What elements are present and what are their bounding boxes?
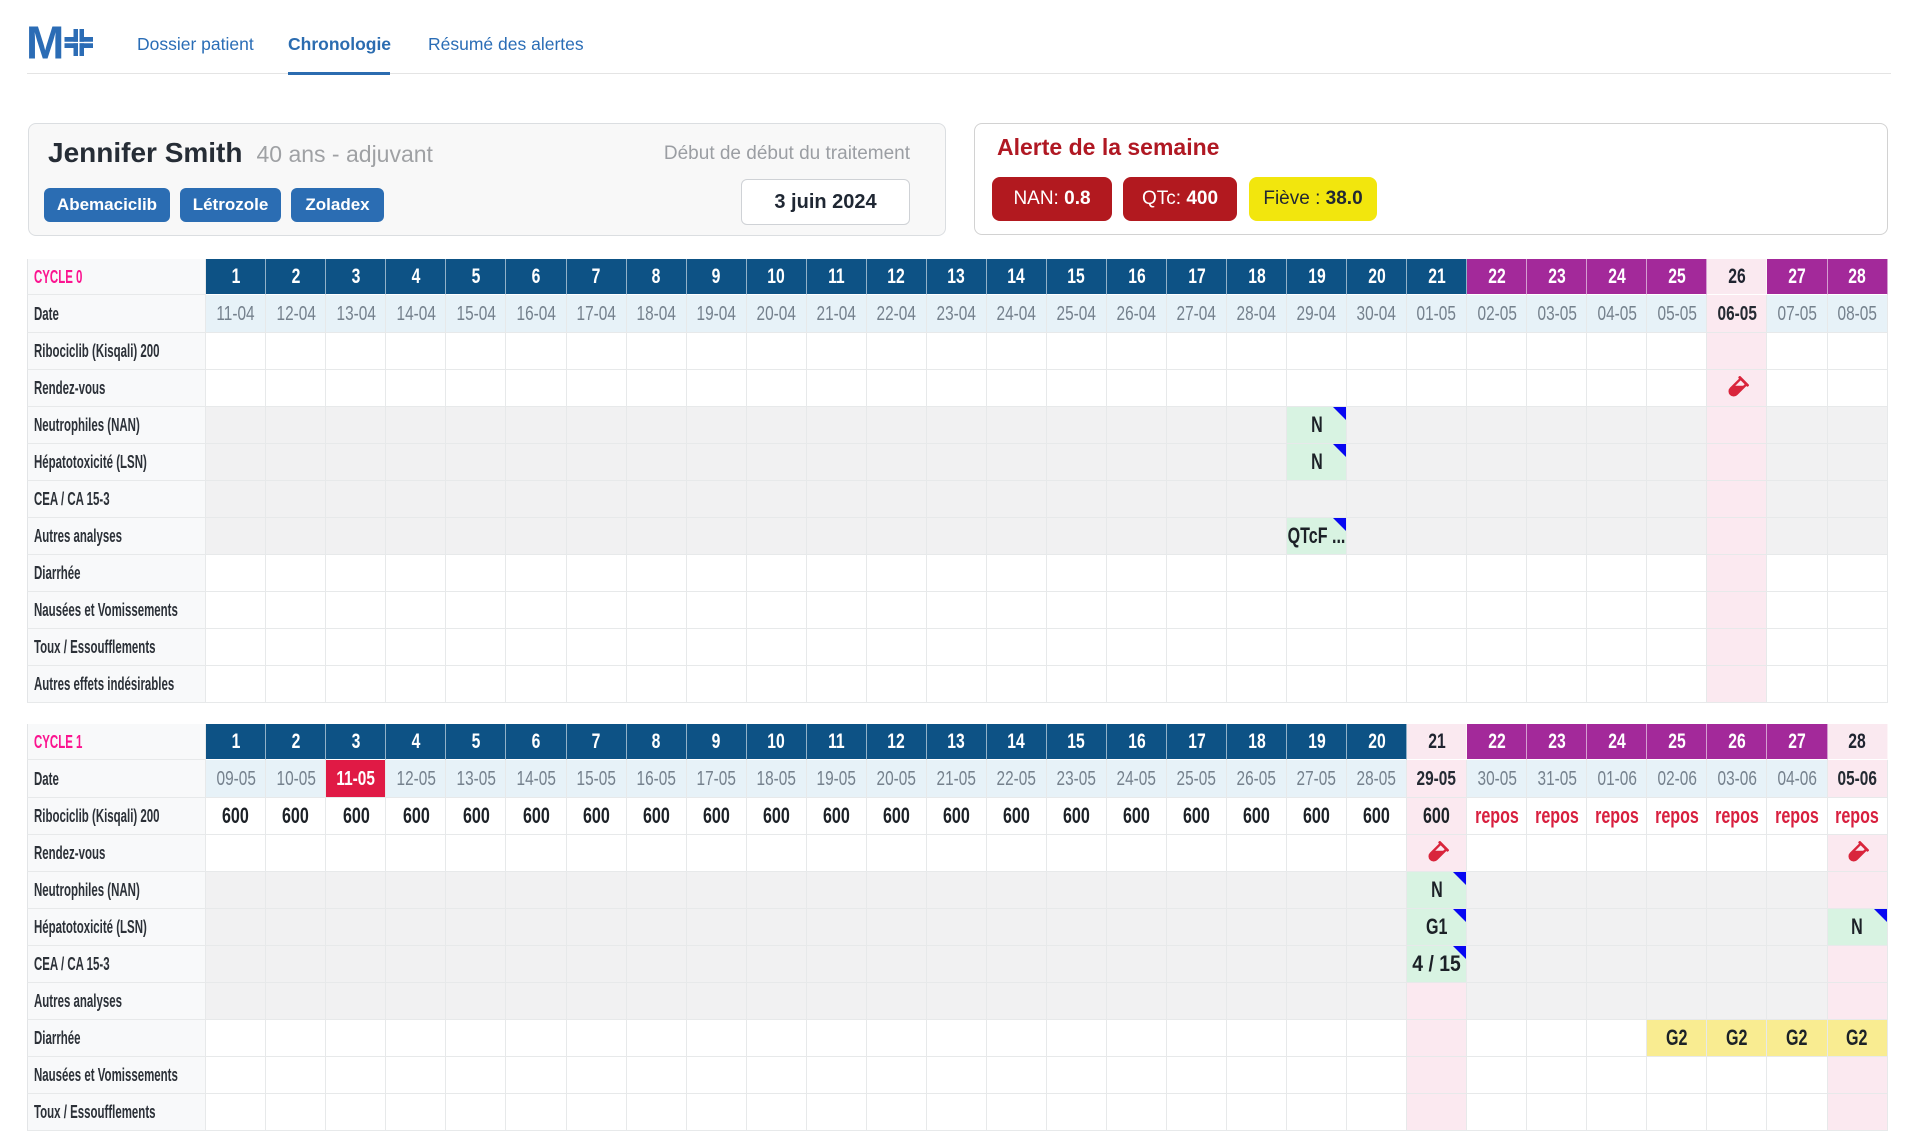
svg-text:M: M — [27, 22, 64, 62]
